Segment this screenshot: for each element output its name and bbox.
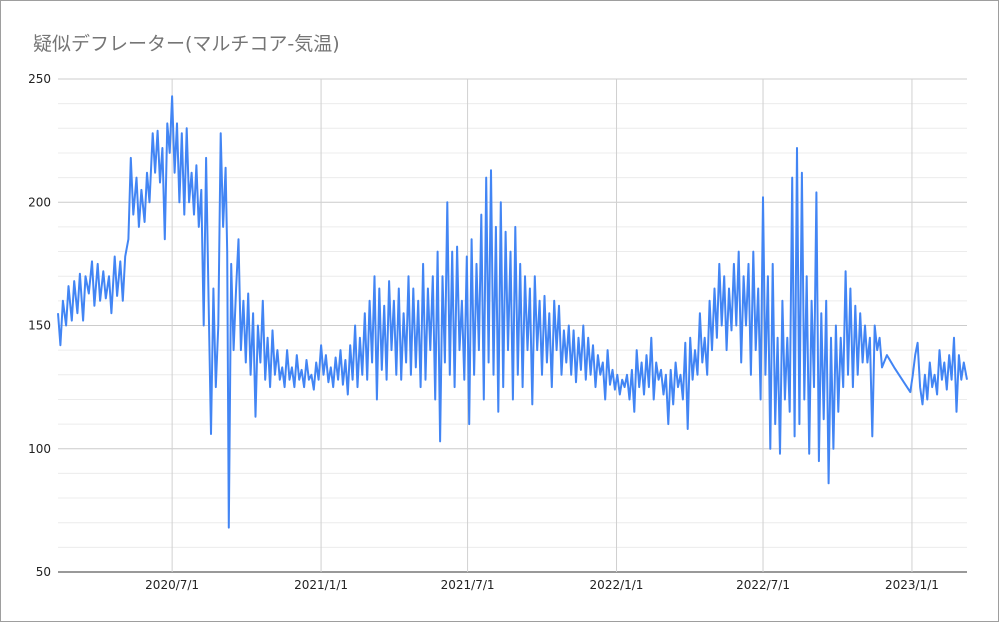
x-tick-label: 2023/1/1	[885, 578, 939, 592]
x-tick-label: 2022/1/1	[590, 578, 644, 592]
y-tick-label: 50	[36, 565, 51, 579]
x-tick-label: 2021/7/1	[441, 578, 495, 592]
y-tick-label: 100	[28, 442, 51, 456]
x-tick-label: 2020/7/1	[145, 578, 199, 592]
x-axis: 2020/7/1 2021/1/1 2021/7/1 2022/1/1 2022/7/1…	[145, 578, 939, 592]
chart-title: 疑似デフレーター(マルチコア-気温)	[33, 33, 340, 55]
series-line	[57, 95, 968, 529]
x-tick-label: 2021/1/1	[294, 578, 348, 592]
series-group	[57, 95, 968, 529]
y-tick-label: 200	[28, 195, 51, 209]
y-tick-label: 150	[28, 319, 51, 333]
x-tick-label: 2022/7/1	[736, 578, 790, 592]
y-tick-label: 250	[28, 72, 51, 86]
y-axis: 50 100 150 200 250	[28, 72, 51, 579]
